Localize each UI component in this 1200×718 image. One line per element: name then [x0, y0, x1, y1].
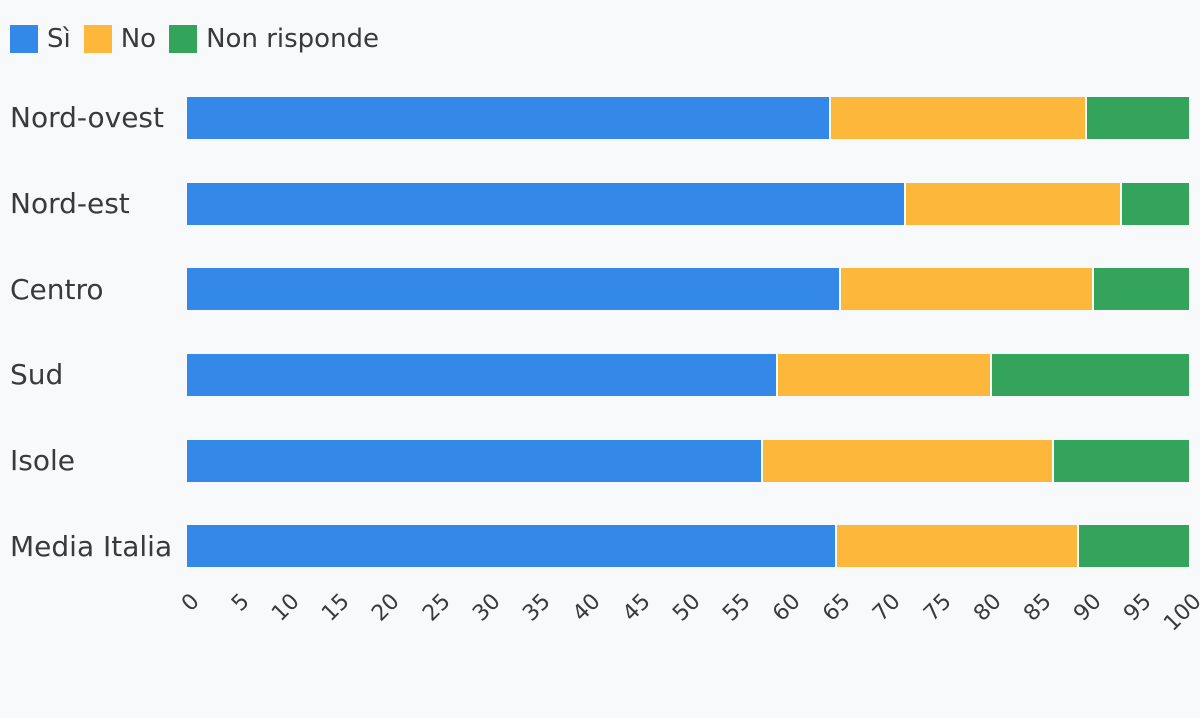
x-tick-label: 35: [517, 589, 556, 627]
row-label: Centro: [10, 272, 104, 306]
bar-segment: [187, 353, 777, 396]
legend-label: No: [120, 24, 157, 54]
row-label: Sud: [10, 358, 64, 392]
bar-segment: [904, 182, 1120, 225]
x-tick-label: 80: [968, 589, 1007, 627]
legend-swatch-icon: [169, 25, 198, 53]
x-tick-label: 0: [177, 589, 205, 617]
chart-legend: Sì No Non risponde: [10, 24, 392, 54]
legend-label: Non risponde: [206, 24, 380, 54]
bar-track: [187, 525, 1189, 568]
bar-segment: [776, 353, 990, 396]
bar-track: [187, 182, 1189, 225]
bar-segment: [761, 439, 1052, 482]
x-tick-label: 25: [417, 589, 456, 627]
x-tick-label: 65: [818, 589, 856, 627]
legend-label: Sì: [47, 24, 71, 54]
legend-item: Sì: [10, 24, 71, 54]
x-tick-label: 60: [768, 589, 806, 627]
bar-segment: [187, 525, 836, 568]
bar-segment: [187, 268, 840, 311]
x-tick-label: 10: [267, 589, 305, 627]
bar-segment: [829, 96, 1085, 139]
legend-swatch-icon: [10, 25, 38, 53]
x-tick-label: 15: [317, 589, 355, 627]
x-tick-label: 95: [1119, 589, 1157, 627]
legend-swatch-icon: [83, 25, 112, 53]
bar-segment: [839, 268, 1092, 311]
x-tick-label: 75: [918, 589, 957, 627]
x-tick-label: 20: [367, 589, 406, 627]
x-tick-label: 100: [1159, 589, 1200, 637]
legend-item: Non risponde: [169, 24, 379, 54]
x-tick-label: 5: [227, 589, 255, 617]
bar-track: [187, 268, 1189, 311]
bar-row: Sud: [0, 332, 1200, 418]
bar-row: Centro: [0, 246, 1200, 332]
bar-row: Media Italia: [0, 503, 1200, 589]
x-tick-label: 85: [1018, 589, 1057, 627]
bar-rows: Nord-ovest Nord-est Centro Sud Isole Media It…: [0, 75, 1200, 589]
bar-segment: [1084, 96, 1189, 139]
bar-track: [187, 96, 1189, 139]
x-tick-label: 40: [567, 589, 606, 627]
x-tick-label: 30: [467, 589, 506, 627]
bar-track: [187, 353, 1189, 396]
bar-segment: [1091, 268, 1189, 311]
bar-segment: [989, 353, 1189, 396]
x-tick-label: 70: [868, 589, 907, 627]
row-label: Nord-est: [10, 187, 130, 221]
x-tick-label: 50: [668, 589, 706, 627]
x-tick-label: 90: [1068, 589, 1107, 627]
x-tick-label: 55: [718, 589, 756, 627]
bar-segment: [1119, 182, 1189, 225]
bar-row: Isole: [0, 418, 1200, 504]
x-axis: 0 5 10 15 20 25 30 35 40 45 50 55 60 65 70 75 80 85 90 95 10…: [177, 589, 1200, 669]
bar-track: [187, 439, 1189, 482]
row-label: Media Italia: [10, 529, 173, 563]
bar-segment: [187, 96, 830, 139]
bar-row: Nord-est: [0, 161, 1200, 247]
bar-segment: [187, 439, 762, 482]
row-label: Isole: [10, 444, 75, 478]
x-tick-label: 45: [618, 589, 656, 627]
bar-segment: [187, 182, 905, 225]
legend-item: No: [83, 24, 157, 54]
bar-row: Nord-ovest: [0, 75, 1200, 161]
bar-segment: [1076, 525, 1189, 568]
bar-segment: [835, 525, 1077, 568]
row-label: Nord-ovest: [10, 101, 164, 135]
bar-segment: [1051, 439, 1189, 482]
